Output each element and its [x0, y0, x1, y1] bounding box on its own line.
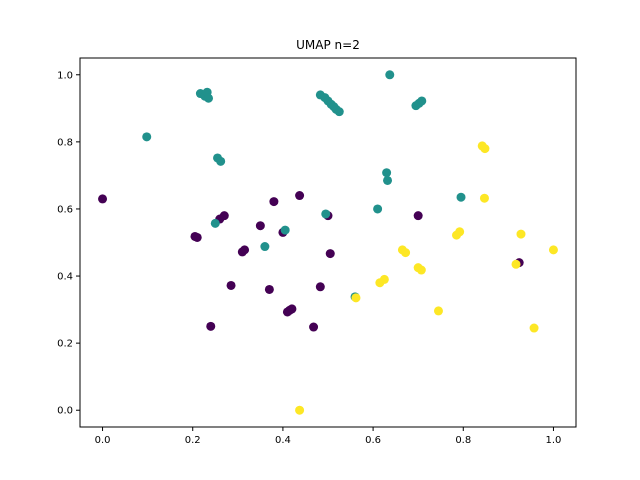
scatter-point: [287, 304, 297, 314]
y-tick-label: 0.0: [57, 406, 73, 417]
scatter-point: [264, 284, 274, 294]
scatter-point: [295, 191, 305, 201]
scatter-point: [325, 249, 335, 259]
scatter-point: [280, 225, 290, 235]
y-tick-label: 1.0: [57, 70, 73, 81]
scatter-point: [295, 405, 305, 415]
scatter-point: [456, 192, 466, 202]
scatter-point: [479, 193, 489, 203]
scatter-point: [321, 209, 331, 219]
plot-area-frame: [79, 57, 577, 428]
scatter-point: [401, 248, 411, 258]
scatter-point: [260, 242, 270, 252]
scatter-point: [255, 221, 265, 231]
scatter-point: [480, 144, 490, 154]
y-tick-label: 0.8: [57, 137, 73, 148]
scatter-point: [385, 70, 395, 80]
scatter-point: [379, 274, 389, 284]
scatter-point: [383, 175, 393, 185]
scatter-point: [226, 280, 236, 290]
scatter-point: [413, 211, 423, 221]
scatter-point: [511, 259, 521, 269]
scatter-point: [240, 245, 250, 255]
x-tick-label: 1.0: [546, 435, 562, 446]
scatter-point: [309, 322, 319, 332]
scatter-point: [315, 282, 325, 292]
scatter-point: [269, 197, 279, 207]
scatter-point: [219, 211, 229, 221]
x-tick-label: 0.6: [365, 435, 381, 446]
x-tick-label: 0.8: [455, 435, 471, 446]
scatter-point: [417, 96, 427, 106]
scatter-point: [382, 168, 392, 178]
y-axis: 0.0 0.2 0.4 0.6 0.8 1.0: [57, 70, 80, 417]
scatter-point: [206, 321, 216, 331]
x-tick-label: 0.4: [275, 435, 291, 446]
y-tick-label: 0.2: [57, 339, 73, 350]
scatter-point: [529, 323, 539, 333]
scatter-point: [351, 293, 361, 303]
chart-title: UMAP n=2: [296, 38, 360, 52]
scatter-point: [433, 306, 443, 316]
scatter-point: [548, 245, 558, 255]
scatter-point: [210, 218, 220, 228]
scatter-point: [373, 204, 383, 214]
x-axis: 0.0 0.2 0.4 0.6 0.8 1.0: [95, 427, 562, 446]
scatter-point: [98, 194, 108, 204]
scatter-point: [204, 93, 214, 103]
scatter-point: [334, 107, 344, 117]
y-tick-label: 0.4: [57, 272, 73, 283]
data-points: [98, 70, 558, 415]
x-tick-label: 0.2: [185, 435, 201, 446]
scatter-point: [192, 232, 202, 242]
scatter-point: [516, 229, 526, 239]
scatter-point: [416, 265, 426, 275]
y-tick-label: 0.6: [57, 204, 73, 215]
scatter-point: [142, 132, 152, 142]
scatter-point: [216, 156, 226, 166]
scatter-point: [455, 227, 465, 237]
x-tick-label: 0.0: [95, 435, 111, 446]
